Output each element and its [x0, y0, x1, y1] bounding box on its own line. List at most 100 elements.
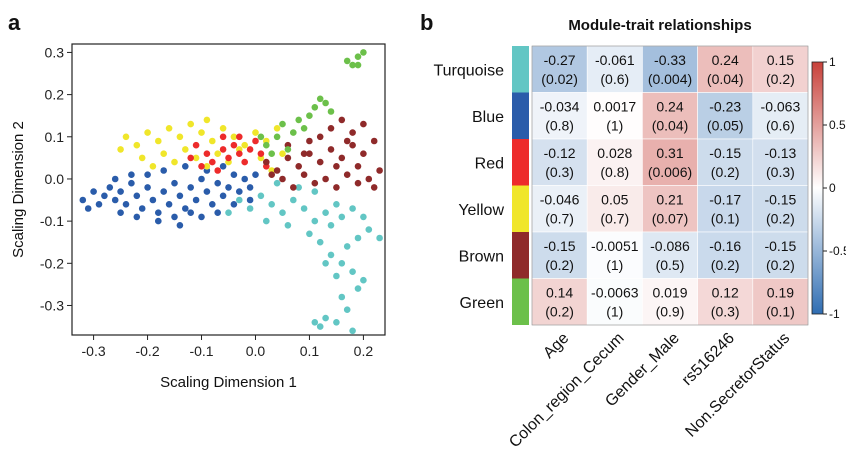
scatter-point	[306, 112, 313, 119]
scatter-point	[284, 154, 292, 162]
scatter-y-tick-label: 0.1	[45, 129, 65, 145]
heatmap-cell-pvalue: (0.07)	[652, 211, 689, 227]
scatter-point	[252, 137, 259, 145]
scatter-point	[316, 158, 324, 166]
scatter-y-tick-label: -0.1	[40, 213, 64, 229]
heatmap-cell-correlation: -0.23	[709, 99, 741, 115]
heatmap-cell	[697, 138, 754, 186]
heatmap-cell-pvalue: (0.9)	[656, 304, 685, 320]
scatter-point	[225, 184, 232, 191]
heatmap-cell	[752, 92, 809, 140]
heatmap-column-labels: AgeColon_region_CecumGender_Malers516246…	[506, 330, 793, 452]
scatter-point	[354, 179, 362, 187]
heatmap-cell-correlation: -0.086	[650, 238, 690, 254]
scatter-point	[155, 217, 162, 225]
scatter-point	[192, 196, 200, 204]
scatter-point	[349, 129, 356, 136]
heatmap-cell	[586, 231, 643, 279]
scatter-point	[133, 192, 141, 200]
heatmap-cells: -0.27 (0.02) -0.061 (0.6) -0.33 (0.004) 0.24 (0…	[531, 45, 809, 326]
heatmap-cell-pvalue: (0.2)	[766, 257, 795, 273]
heatmap-cell	[531, 231, 588, 279]
scatter-y-axis-label: Scaling Dimension 2	[10, 121, 27, 258]
scatter-point	[343, 137, 351, 145]
scatter-point	[354, 53, 362, 60]
scatter-y-tick-label: -0.3	[40, 297, 64, 313]
heatmap-cell-pvalue: (0.6)	[766, 118, 795, 134]
scatter-point	[311, 188, 319, 195]
colorbar-tick-label: 0	[829, 181, 836, 195]
scatter-point	[192, 154, 200, 162]
scatter-point	[165, 201, 173, 208]
heatmap-title: Module-trait relationships	[568, 17, 751, 34]
heatmap-cell	[697, 231, 754, 279]
module-color-swatch	[512, 185, 529, 232]
scatter-point	[128, 171, 135, 178]
scatter-point	[198, 129, 205, 136]
heatmap-cell-pvalue: (0.7)	[545, 211, 574, 227]
scatter-point	[257, 133, 265, 141]
scatter-point	[171, 179, 178, 187]
heatmap: Module-trait relationships Turquoise Blue…	[433, 17, 846, 451]
heatmap-cell	[642, 185, 698, 233]
scatter-point	[370, 137, 378, 145]
scatter-point	[133, 141, 141, 149]
colorbar-gradient	[811, 61, 824, 315]
scatter-point	[360, 49, 367, 56]
heatmap-cell-correlation: -0.061	[595, 52, 635, 68]
heatmap-module-swatches	[512, 46, 529, 325]
scatter-point	[230, 141, 238, 149]
heatmap-row-labels: Turquoise Blue Red Yellow Brown Green	[433, 62, 504, 312]
scatter-y-tick-label: -0.2	[40, 255, 64, 271]
heatmap-cell-pvalue: (0.8)	[545, 118, 574, 134]
heatmap-cell-correlation: 0.028	[597, 145, 632, 161]
heatmap-cell	[642, 278, 698, 326]
scatter-point	[263, 141, 270, 149]
scatter-point	[349, 205, 356, 212]
heatmap-cell	[586, 138, 643, 186]
heatmap-cell-pvalue: (0.004)	[648, 71, 692, 87]
heatmap-cell	[697, 45, 754, 93]
scatter-point	[165, 125, 173, 132]
scatter-point	[257, 150, 265, 157]
colorbar-tick-label: -0.5	[829, 244, 846, 258]
scatter-point	[349, 61, 356, 69]
heatmap-cell-correlation: 0.15	[767, 52, 794, 68]
heatmap-cell	[531, 185, 588, 233]
heatmap-cell	[642, 138, 698, 186]
heatmap-border	[531, 45, 809, 326]
scatter-point	[149, 163, 157, 170]
heatmap-row-label: Yellow	[458, 202, 504, 219]
heatmap-cell-correlation: -0.13	[764, 145, 796, 161]
colorbar-tick-label: 1	[829, 55, 836, 69]
scatter-point	[122, 133, 130, 141]
scatter-point	[176, 222, 184, 229]
heatmap-cell-pvalue: (0.3)	[711, 304, 740, 320]
heatmap-cell-correlation: -0.046	[540, 192, 580, 208]
scatter-point	[360, 150, 367, 157]
heatmap-cell-pvalue: (0.2)	[766, 71, 795, 87]
scatter-point	[236, 150, 243, 157]
heatmap-cell-pvalue: (0.2)	[711, 164, 740, 180]
scatter-point	[128, 179, 135, 187]
scatter-point	[322, 99, 329, 107]
scatter-point	[236, 196, 243, 204]
scatter-point	[90, 188, 97, 195]
heatmap-column-label: Age	[540, 330, 572, 362]
heatmap-row-label: Turquoise	[433, 62, 504, 79]
scatter-point	[273, 179, 281, 187]
scatter-point	[284, 222, 292, 229]
scatter-point	[138, 154, 146, 162]
heatmap-row-label: Red	[475, 155, 504, 172]
scatter-point	[322, 175, 329, 183]
scatter-point	[322, 209, 329, 216]
scatter-point	[333, 201, 340, 208]
scatter-point	[333, 163, 340, 170]
scatter-point	[316, 323, 324, 330]
scatter-point	[349, 327, 356, 335]
scatter-point	[327, 222, 335, 229]
colorbar-tick-label: -1	[829, 307, 840, 321]
scatter-point	[117, 209, 124, 216]
